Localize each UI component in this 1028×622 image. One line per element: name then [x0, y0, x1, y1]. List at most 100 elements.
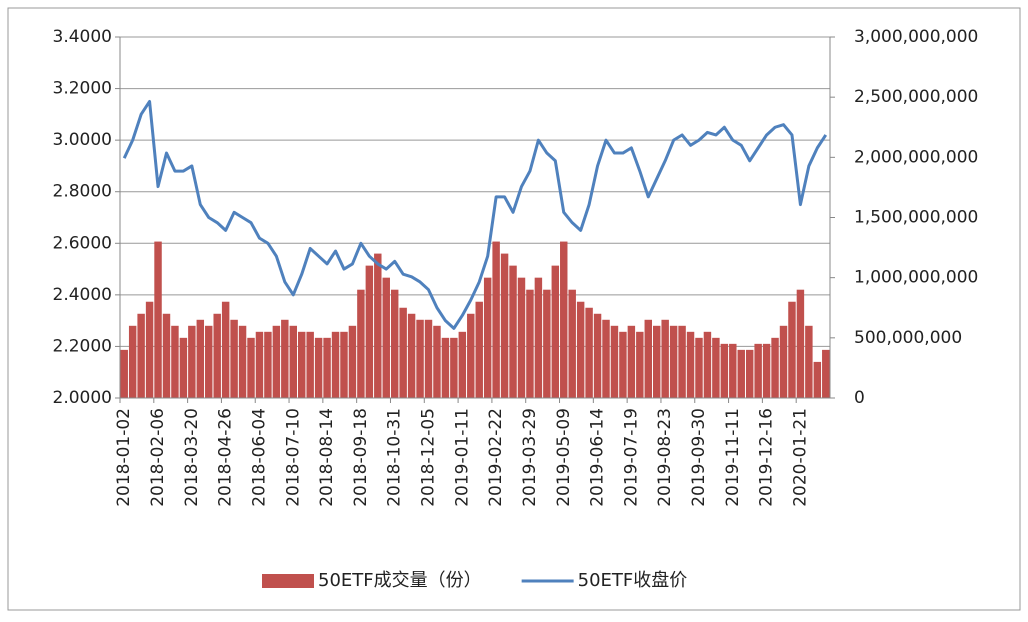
bar — [805, 325, 813, 398]
bar — [653, 325, 661, 398]
x-tick-label: 2019-11-11 — [723, 408, 743, 507]
x-tick-label: 2018-10-31 — [385, 408, 405, 507]
x-tick-label: 2019-08-23 — [655, 408, 675, 507]
y2-tick-label: 0 — [854, 388, 865, 408]
y-tick-label: 3.4000 — [53, 27, 112, 47]
bar — [737, 349, 745, 398]
x-tick-label: 2018-08-14 — [317, 408, 337, 507]
x-tick-label: 2019-03-29 — [520, 408, 540, 507]
bar — [196, 319, 205, 398]
bar — [483, 277, 492, 398]
legend-label: 50ETF成交量（份） — [318, 570, 482, 591]
x-tick-label: 2019-01-11 — [452, 408, 472, 507]
bar — [289, 325, 297, 398]
x-tick-label: 2019-07-19 — [621, 408, 641, 507]
x-tick-label: 2018-09-18 — [351, 408, 371, 507]
bar — [475, 301, 483, 398]
bar — [416, 319, 424, 398]
bar — [568, 289, 576, 398]
bar — [703, 331, 712, 398]
bar — [247, 337, 255, 398]
bar — [585, 307, 593, 398]
bar — [145, 301, 154, 398]
x-tick-label: 2018-04-26 — [216, 408, 236, 507]
bar — [188, 325, 196, 398]
bar — [357, 289, 365, 398]
x-tick-label: 2018-07-10 — [283, 408, 303, 507]
bar — [644, 319, 652, 398]
bar — [593, 313, 602, 398]
bar — [205, 325, 213, 398]
bar — [137, 313, 145, 398]
x-tick-label: 2018-12-05 — [419, 408, 439, 507]
bar — [374, 253, 382, 398]
y-tick-label: 2.6000 — [53, 233, 112, 253]
bar — [745, 349, 754, 398]
bar — [517, 277, 526, 398]
bar — [602, 319, 610, 398]
y-tick-label: 3.0000 — [53, 130, 112, 150]
bar — [306, 331, 314, 398]
bar — [822, 349, 830, 398]
y-tick-label: 3.2000 — [53, 79, 112, 99]
bar — [348, 325, 357, 398]
bar — [813, 361, 822, 398]
x-tick-label: 2019-09-30 — [689, 408, 709, 507]
bar — [458, 331, 467, 398]
bar — [314, 337, 323, 398]
bar — [120, 349, 128, 398]
bar — [264, 331, 272, 398]
bar — [171, 325, 179, 398]
y2-tick-label: 500,000,000 — [854, 328, 962, 348]
y2-tick-label: 3,000,000,000 — [854, 27, 978, 47]
bar — [526, 289, 534, 398]
bar — [331, 331, 340, 398]
bar — [551, 265, 560, 398]
bar — [576, 301, 585, 398]
bar — [382, 277, 390, 398]
line — [122, 99, 828, 330]
bar — [128, 325, 137, 398]
y-tick-label: 2.8000 — [53, 182, 112, 202]
bar — [712, 337, 720, 398]
bar — [399, 307, 407, 398]
legend-label: 50ETF收盘价 — [578, 570, 688, 591]
x-tick-label: 2018-01-02 — [114, 408, 134, 507]
bar — [298, 331, 306, 398]
y2-tick-label: 1,500,000,000 — [854, 208, 978, 228]
bar — [669, 325, 678, 398]
bar — [560, 241, 568, 398]
bar — [686, 331, 695, 398]
bar — [281, 319, 289, 398]
x-tick-label: 2019-06-14 — [588, 408, 608, 507]
x-tick-label: 2018-02-06 — [148, 408, 168, 507]
x-tick-label: 2018-06-04 — [249, 408, 269, 507]
bar — [450, 337, 458, 398]
x-tick-label: 2019-02-22 — [486, 408, 506, 507]
bar — [771, 337, 779, 398]
legend-swatch — [262, 574, 314, 588]
bar — [796, 289, 805, 398]
y-tick-label: 2.2000 — [53, 336, 112, 356]
bar — [636, 331, 644, 398]
bar — [213, 313, 221, 398]
y2-tick-label: 2,500,000,000 — [854, 87, 978, 107]
bar — [441, 337, 450, 398]
bar — [230, 319, 238, 398]
bar — [390, 289, 399, 398]
bar — [695, 337, 703, 398]
bar — [365, 265, 374, 398]
bar — [255, 331, 264, 398]
y2-tick-label: 1,000,000,000 — [854, 268, 978, 288]
bar — [162, 313, 171, 398]
bar — [179, 337, 188, 398]
bar — [678, 325, 686, 398]
bar — [788, 301, 796, 398]
bar — [221, 301, 230, 398]
x-tick-label: 2019-05-09 — [554, 408, 574, 507]
bar — [467, 313, 475, 398]
bar — [661, 319, 669, 398]
bar — [619, 331, 627, 398]
bar — [272, 325, 281, 398]
